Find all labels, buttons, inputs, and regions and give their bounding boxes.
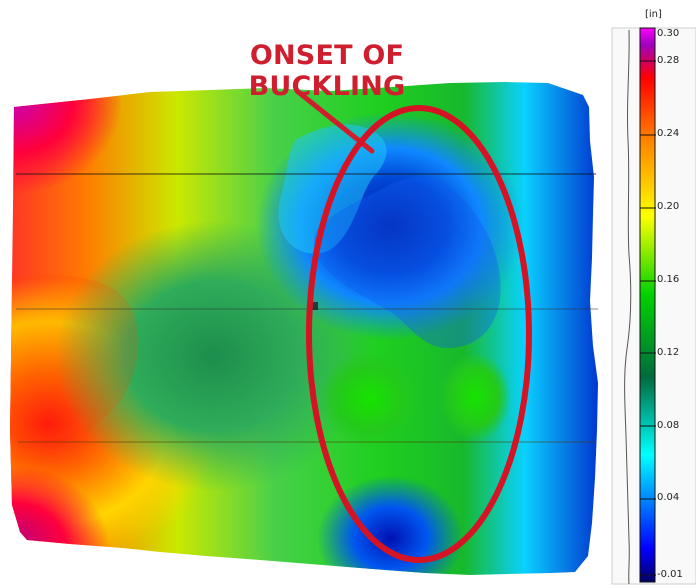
warm-side-shadow <box>10 274 139 440</box>
colorbar-unit-label: [in] <box>645 9 662 20</box>
colorbar-tick-label: 0.24 <box>657 128 680 139</box>
green-high-spot-right <box>439 352 511 442</box>
colorbar-tick-label: 0.12 <box>657 347 680 358</box>
histogram-curve <box>624 29 632 585</box>
colorbar-tick-label: 0.28 <box>657 55 680 66</box>
annotation-ellipse <box>306 105 532 563</box>
green-high-spot-left <box>320 351 420 447</box>
colorbar-gradient <box>639 27 656 583</box>
colorbar-tick-label: 0.30 <box>657 28 680 39</box>
contour-panel <box>10 82 598 575</box>
colorbar <box>611 27 696 585</box>
colorbar-tick-label: 0.08 <box>657 420 680 431</box>
colorbar-tick-label: -0.01 <box>657 569 683 580</box>
colorbar-tick-label: 0.04 <box>657 492 680 503</box>
blue-depression-zone <box>313 177 501 349</box>
probe-mark <box>312 302 318 310</box>
colorbar-tick-label: 0.20 <box>657 201 680 212</box>
buckling-annotation-title: ONSET OF BUCKLING <box>248 40 406 102</box>
colorbar-tick-label: 0.16 <box>657 274 680 285</box>
